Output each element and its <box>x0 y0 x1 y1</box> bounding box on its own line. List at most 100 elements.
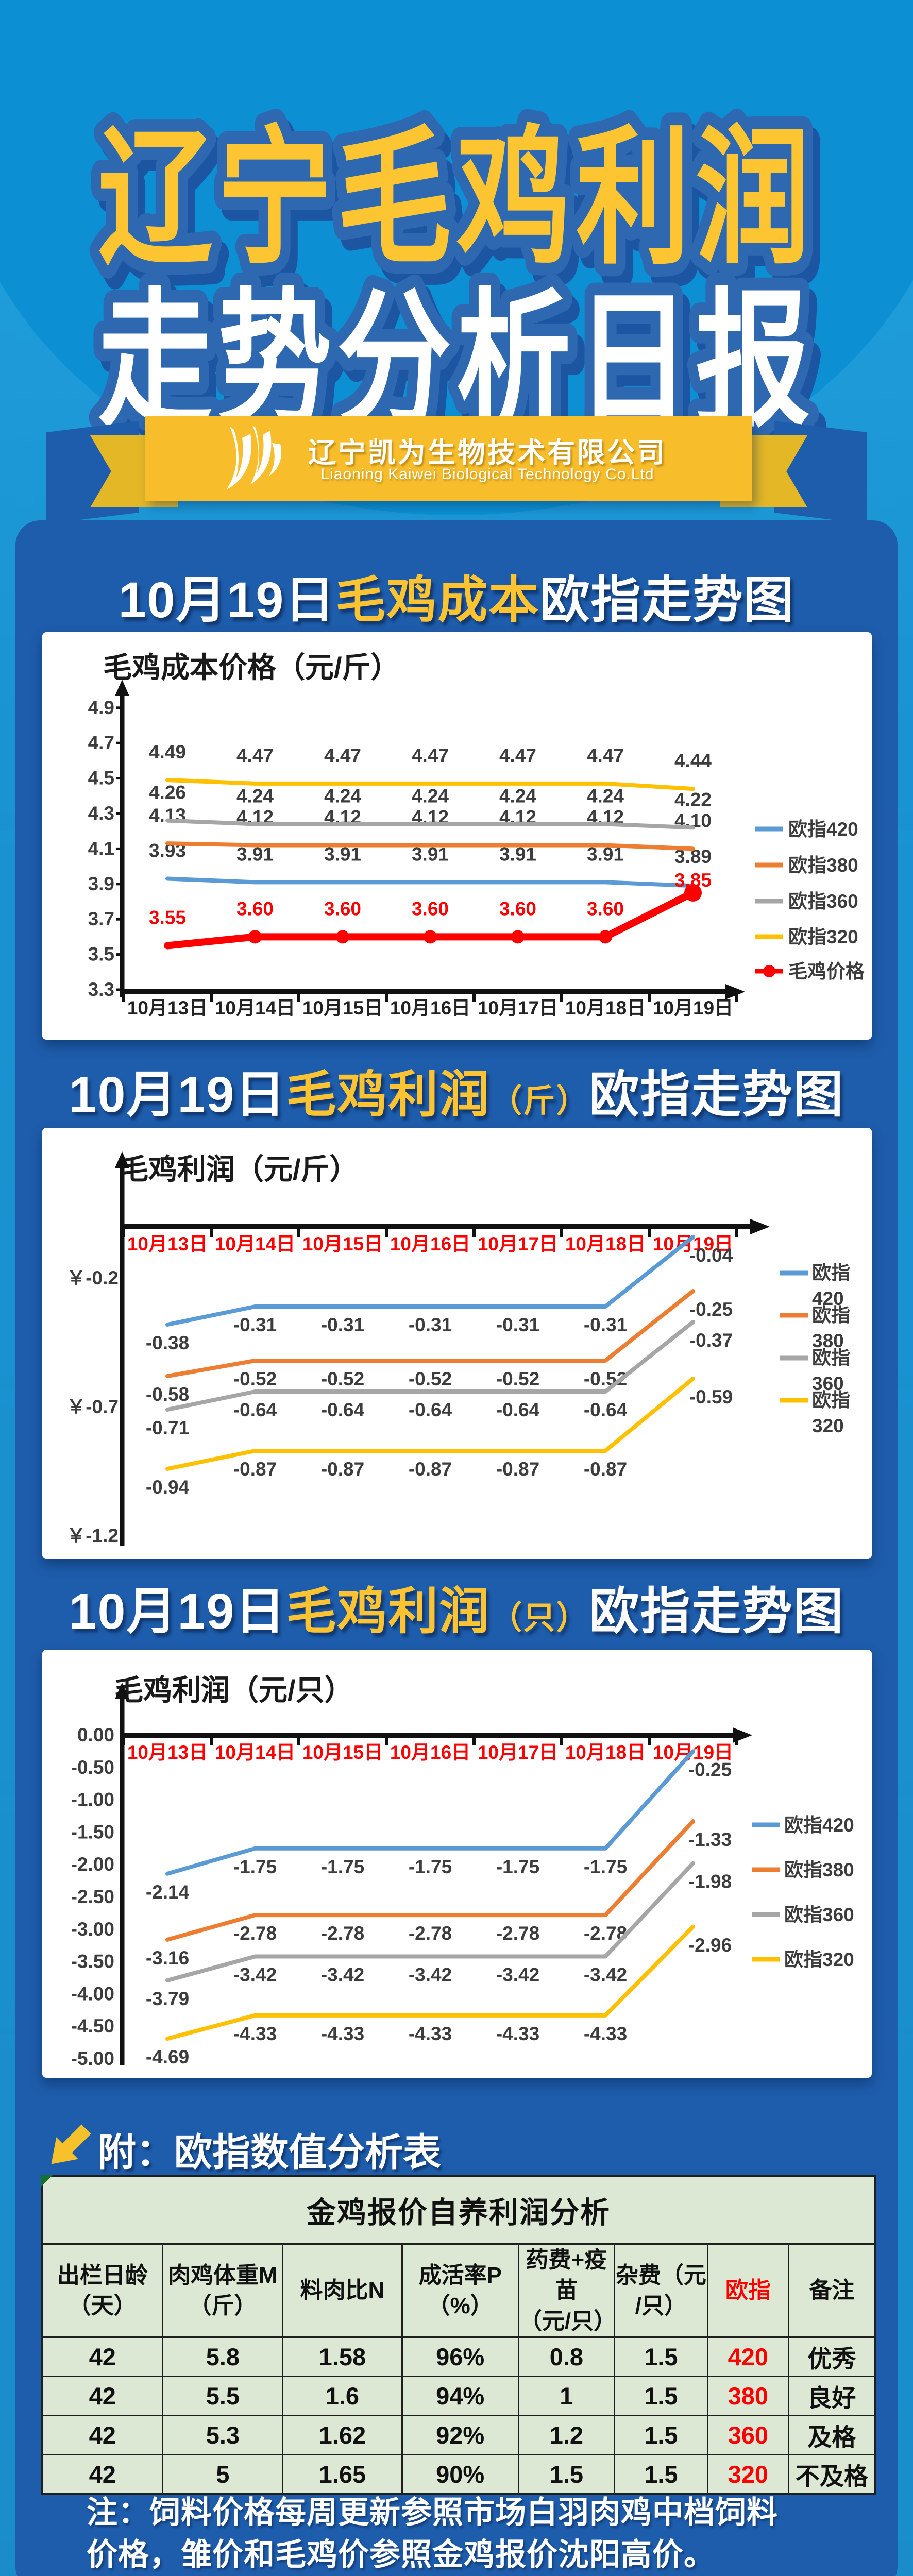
data-label: -0.87 <box>321 1459 364 1480</box>
table-header-line: 肉鸡体重M <box>168 2262 278 2288</box>
chart-title: 毛鸡利润（元/斤） <box>120 1153 359 1185</box>
section2-suffix: 欧指走势图 <box>589 1066 844 1123</box>
data-label: 4.24 <box>499 786 536 807</box>
table-cell-r3c0: 42 <box>41 2454 164 2495</box>
data-label: -3.79 <box>146 1988 189 2009</box>
series-marker <box>599 930 612 944</box>
data-label: -4.33 <box>321 2023 364 2044</box>
date-label: 10月15日 <box>302 1742 383 1763</box>
data-label: -0.59 <box>689 1386 733 1408</box>
data-label: -0.64 <box>233 1399 277 1420</box>
data-label: -1.75 <box>584 1856 627 1877</box>
legend-label: 毛鸡价格 <box>788 961 865 982</box>
data-label: -0.64 <box>584 1399 628 1420</box>
y-axis-arrow <box>115 1151 129 1168</box>
section2-prefix: 10月19日 <box>69 1066 286 1123</box>
data-label: -3.42 <box>496 1964 539 1986</box>
table-cell-r1c7: 良好 <box>787 2376 876 2417</box>
series-line-欧指360 <box>165 1320 695 1412</box>
date-label: 10月14日 <box>215 1742 295 1763</box>
y-tick-label: 4.1 <box>88 838 114 859</box>
table-cell-r1c0: 42 <box>41 2376 164 2417</box>
data-label: -1.33 <box>688 1829 732 1850</box>
chart-title: 毛鸡成本价格（元/斤） <box>103 651 400 684</box>
data-label: -2.78 <box>409 1923 452 1944</box>
data-label: -3.42 <box>233 1964 277 1986</box>
data-label: -3.42 <box>321 1964 364 1986</box>
legend-label: 420 <box>812 1288 844 1309</box>
data-label: 4.49 <box>149 741 186 762</box>
data-label: -2.96 <box>688 1935 732 1956</box>
date-label: 10月13日 <box>127 1742 208 1763</box>
y-tick-label: 0.00 <box>77 1724 114 1745</box>
section3-title: 10月19日毛鸡利润（只）欧指走势图 <box>0 1570 913 1643</box>
table-header-5: 杂费（元/只） <box>613 2243 708 2338</box>
data-label: -0.52 <box>321 1368 364 1389</box>
legend-label: 欧指 <box>812 1304 850 1326</box>
y-tick-label: ￥-1.2 <box>66 1525 119 1546</box>
section1-title: 10月19日毛鸡成本欧指走势图 <box>0 559 913 632</box>
table-cell-r1c5: 1.5 <box>613 2376 708 2417</box>
legend-label: 欧指 <box>812 1262 850 1283</box>
y-tick-label: 3.7 <box>88 908 114 929</box>
data-label: 3.60 <box>499 898 536 919</box>
data-label: -3.16 <box>146 1947 189 1969</box>
data-label: -0.37 <box>689 1330 733 1351</box>
section3-prefix: 10月19日 <box>69 1583 286 1639</box>
legend-label: 欧指 <box>812 1389 850 1411</box>
legend-label: 380 <box>812 1330 844 1351</box>
data-label: 4.44 <box>674 750 712 771</box>
y-tick-label: -1.00 <box>71 1789 114 1810</box>
series-line-欧指380 <box>165 1289 695 1378</box>
legend-label: 欧指380 <box>784 1859 854 1880</box>
series-line-欧指360 <box>165 818 695 830</box>
y-tick-label: -1.50 <box>71 1821 114 1842</box>
y-tick-label: 3.3 <box>88 979 114 1000</box>
main-title-line1-text: 辽宁毛鸡利润 <box>98 115 815 281</box>
data-label: -1.75 <box>321 1856 364 1877</box>
series-line-欧指320 <box>165 1377 695 1471</box>
date-label: 10月16日 <box>390 1233 470 1255</box>
table-cell-r0c2: 1.58 <box>282 2336 403 2378</box>
table-cell-r3c5: 1.5 <box>613 2454 708 2495</box>
data-label: 3.55 <box>149 907 186 928</box>
legend-label: 欧指320 <box>784 1949 854 1970</box>
table-corner-marker <box>41 2175 53 2187</box>
data-label: -0.58 <box>146 1384 189 1405</box>
data-label: -3.42 <box>584 1964 627 1986</box>
company-name-en: Liaoning Kaiwei Biological Technology Co… <box>320 466 654 483</box>
series-line-欧指420 <box>165 1749 695 1876</box>
legend-label: 欧指320 <box>788 926 858 947</box>
table-header-line: 出栏日龄 <box>57 2262 148 2288</box>
y-tick-label: -3.00 <box>71 1919 114 1940</box>
y-tick-label: -3.50 <box>71 1951 114 1972</box>
cost-chart: 毛鸡成本价格（元/斤） 4.9 4.7 4.5 4.3 4.1 3.9 3.7 3.5 3.3 10… <box>88 651 865 1019</box>
series-line-欧指380 <box>165 1819 695 1942</box>
table-cell-r1c3: 94% <box>401 2376 519 2417</box>
series-line-欧指320 <box>165 778 695 791</box>
table-cell-r2c3: 92% <box>401 2415 519 2456</box>
legend-label: 欧指380 <box>788 855 858 876</box>
table-header-line: 料肉比N <box>300 2278 385 2303</box>
data-label: 3.60 <box>236 898 274 919</box>
data-label: -2.78 <box>496 1923 539 1944</box>
date-label: 10月19日 <box>653 997 733 1019</box>
data-label: -4.33 <box>584 2023 627 2044</box>
series-marker <box>511 930 525 944</box>
table-cell-r2c4: 1.2 <box>517 2415 615 2456</box>
table-header-line: （元/只） <box>519 2308 617 2334</box>
table-cell-r3c7: 不及格 <box>787 2454 876 2495</box>
table-header-1: 肉鸡体重M （斤） <box>162 2243 284 2338</box>
table-cell-r3c3: 90% <box>401 2454 519 2495</box>
table-header-6: 欧指 <box>706 2243 789 2338</box>
profit-per-jin-chart: 毛鸡利润（元/斤） ￥-0.2 ￥-0.7 ￥-1.2 10月13日 10月14日 10月1… <box>66 1151 850 1546</box>
data-label: -0.64 <box>409 1399 452 1420</box>
y-axis-arrow <box>115 680 129 696</box>
main-title-line1: 辽宁毛鸡利润 <box>87 104 821 293</box>
series-marker <box>248 930 262 944</box>
data-label: -0.31 <box>233 1314 277 1335</box>
table-cell-r0c3: 96% <box>401 2336 519 2378</box>
table-header-line: 杂费（元 <box>615 2262 706 2288</box>
legend-label: 欧指360 <box>784 1904 854 1925</box>
